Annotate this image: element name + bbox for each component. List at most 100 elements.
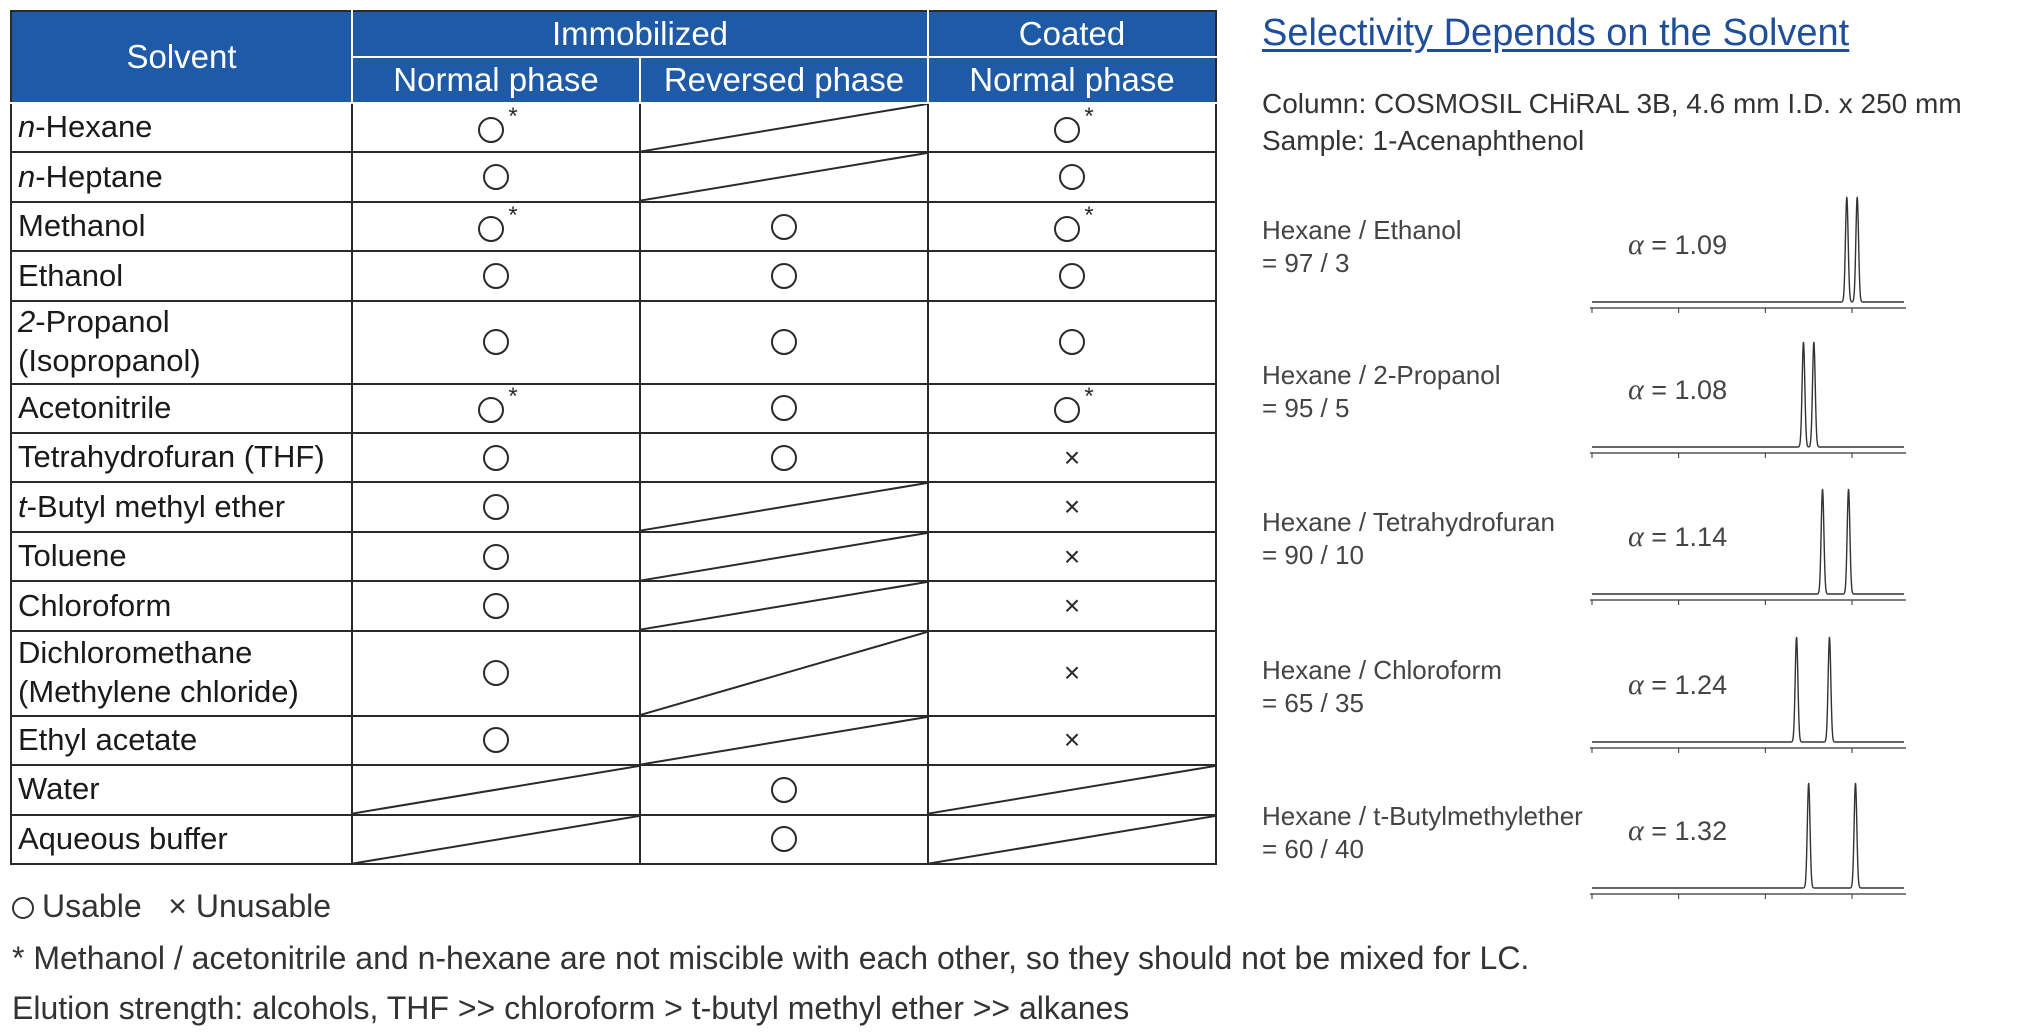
table-row: n-Heptane bbox=[10, 151, 1217, 203]
usable-circle-icon bbox=[1059, 329, 1085, 356]
header-solvent: Solvent bbox=[10, 10, 353, 104]
usable-circle-icon bbox=[478, 215, 505, 242]
solvent-name: Aqueous buffer bbox=[10, 813, 353, 865]
table-row: Dichloromethane (Methylene chloride) × bbox=[10, 629, 1217, 717]
immobilized-reversed-not-applicable bbox=[639, 580, 929, 632]
alpha-value: = 1.14 bbox=[1651, 522, 1728, 552]
immobilized-normal-not-applicable bbox=[351, 764, 641, 816]
solvent-label: Dichloromethane bbox=[18, 635, 253, 671]
usable-circle-icon bbox=[483, 494, 509, 521]
legend-usable: Usable bbox=[42, 888, 142, 924]
table-row: Aqueous buffer bbox=[10, 813, 1217, 865]
immobilized-normal-cell bbox=[351, 481, 641, 533]
chromatogram-trace bbox=[1592, 341, 1904, 448]
immobilized-reversed-not-applicable bbox=[639, 481, 929, 533]
alpha-symbol: α bbox=[1628, 228, 1644, 261]
selectivity-factor: α = 1.09 bbox=[1628, 228, 1727, 262]
alpha-value: = 1.32 bbox=[1651, 816, 1728, 846]
coated-normal-cell: * bbox=[927, 200, 1217, 253]
chromatogram-trace bbox=[1592, 488, 1904, 595]
asterisk-note-marker: * bbox=[1084, 102, 1094, 130]
solvent-name: n-Hexane bbox=[10, 101, 353, 154]
usable-circle-icon bbox=[483, 263, 509, 290]
not-applicable-slash-icon bbox=[353, 816, 639, 864]
usable-circle-icon bbox=[483, 593, 509, 620]
not-applicable-slash-icon bbox=[641, 632, 927, 715]
usable-circle-icon bbox=[483, 329, 509, 356]
solvent-name: Chloroform bbox=[10, 580, 353, 632]
usable-circle-icon bbox=[1059, 263, 1085, 290]
immobilized-normal-cell bbox=[351, 432, 641, 484]
not-applicable-slash-icon bbox=[641, 582, 927, 629]
usable-circle-icon bbox=[771, 263, 797, 290]
asterisk-note-marker: * bbox=[508, 383, 518, 411]
legend-unusable: Unusable bbox=[195, 888, 332, 924]
not-applicable-slash-icon bbox=[929, 766, 1215, 813]
asterisk-note-marker: * bbox=[1084, 201, 1094, 229]
chromatogram bbox=[1590, 341, 1906, 458]
solvent-prefix: t bbox=[18, 488, 27, 524]
immobilized-normal-cell bbox=[351, 714, 641, 767]
solvent-prefix: n bbox=[18, 109, 36, 145]
asterisk-note-marker: * bbox=[508, 201, 518, 229]
solvent-name: Ethyl acetate bbox=[10, 714, 353, 767]
usable-circle-icon bbox=[771, 826, 797, 853]
usable-circle-icon bbox=[478, 397, 505, 424]
usable-circle-icon bbox=[483, 543, 509, 570]
immobilized-normal-cell: * bbox=[351, 200, 641, 253]
table-row: Tetrahydrofuran (THF) × bbox=[10, 432, 1217, 484]
not-applicable-slash-icon bbox=[641, 153, 927, 200]
selectivity-title: Selectivity Depends on the Solvent bbox=[1262, 12, 1850, 54]
table-row: Methanol * * bbox=[10, 200, 1217, 253]
selectivity-factor: α = 1.14 bbox=[1628, 520, 1727, 554]
table-row: Ethyl acetate × bbox=[10, 714, 1217, 767]
immobilized-reversed-not-applicable bbox=[639, 101, 929, 154]
miscibility-note: * Methanol / acetonitrile and n-hexane a… bbox=[12, 940, 1530, 976]
usable-circle-icon bbox=[771, 776, 797, 803]
coated-normal-cell bbox=[927, 250, 1217, 302]
usable-circle-icon bbox=[1054, 215, 1081, 242]
immobilized-normal-cell bbox=[351, 629, 641, 717]
immobilized-reversed-cell bbox=[639, 432, 929, 484]
solvent-name: Acetonitrile bbox=[10, 382, 353, 435]
coated-normal-not-applicable bbox=[927, 764, 1217, 816]
solvent-label: Toluene bbox=[18, 538, 127, 574]
solvent-prefix: 2 bbox=[18, 304, 36, 340]
mobile-phase-name: Hexane / 2-Propanol bbox=[1262, 360, 1501, 390]
coated-normal-cell: × bbox=[927, 481, 1217, 533]
alpha-symbol: α bbox=[1628, 520, 1644, 553]
chromatogram bbox=[1590, 782, 1906, 899]
solvent-name: Dichloromethane (Methylene chloride) bbox=[10, 629, 353, 717]
alpha-value: = 1.08 bbox=[1651, 375, 1728, 405]
usable-circle-icon bbox=[771, 213, 797, 240]
solvent-label: Acetonitrile bbox=[18, 389, 172, 425]
immobilized-reversed-cell bbox=[639, 200, 929, 253]
mobile-phase-ratio: = 65 / 35 bbox=[1262, 687, 1364, 718]
mobile-phase-name: Hexane / t-Butylmethylether bbox=[1262, 801, 1583, 831]
immobilized-normal-cell: * bbox=[351, 382, 641, 435]
mobile-phase-ratio: = 95 / 5 bbox=[1262, 392, 1350, 423]
usable-circle-icon bbox=[483, 444, 509, 471]
solvent-name: 2-Propanol (Isopropanol) bbox=[10, 299, 353, 385]
chromatogram bbox=[1590, 196, 1906, 313]
not-applicable-slash-icon bbox=[641, 483, 927, 530]
usable-circle-icon bbox=[483, 164, 509, 191]
unusable-cross-icon: × bbox=[1063, 657, 1081, 689]
solvent-name: t-Butyl methyl ether bbox=[10, 481, 353, 533]
immobilized-normal-cell bbox=[351, 151, 641, 203]
solvent-label: -Hexane bbox=[35, 109, 153, 145]
solvent-label: Aqueous buffer bbox=[18, 820, 228, 856]
header-normal-phase-immobilized: Normal phase bbox=[351, 56, 641, 104]
header-coated: Coated bbox=[927, 10, 1217, 58]
usable-circle-icon bbox=[1054, 397, 1081, 424]
immobilized-normal-cell bbox=[351, 580, 641, 632]
table-row: Chloroform × bbox=[10, 580, 1217, 632]
alpha-symbol: α bbox=[1628, 668, 1644, 701]
immobilized-reversed-cell bbox=[639, 813, 929, 865]
solvent-label-line2: (Isopropanol) bbox=[18, 343, 201, 379]
coated-normal-cell: * bbox=[927, 101, 1217, 154]
not-applicable-slash-icon bbox=[641, 533, 927, 580]
table-row: t-Butyl methyl ether × bbox=[10, 481, 1217, 533]
coated-normal-not-applicable bbox=[927, 813, 1217, 865]
solvent-label-line2: (Methylene chloride) bbox=[18, 674, 299, 710]
